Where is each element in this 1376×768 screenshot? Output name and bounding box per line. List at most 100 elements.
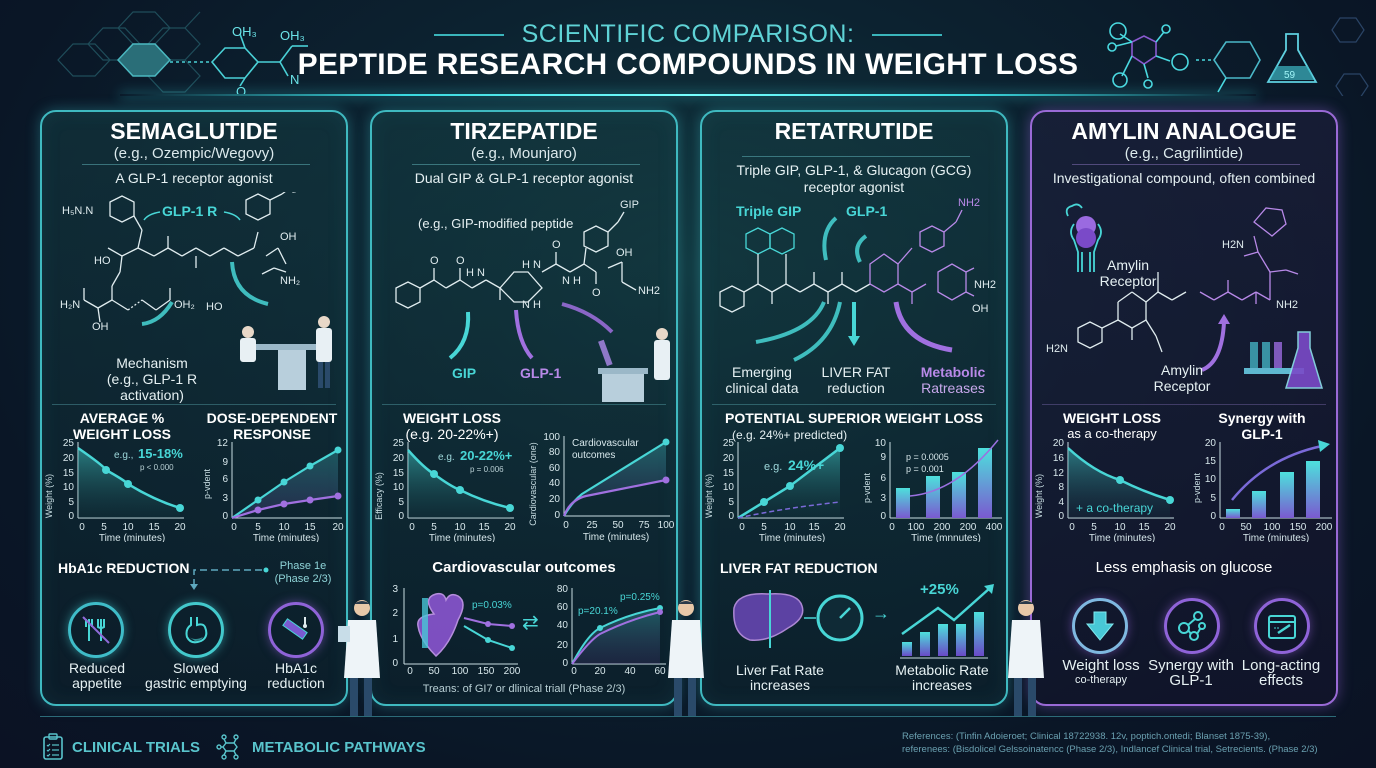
svg-text:200: 200 (504, 666, 521, 674)
svg-text:Cardiovascular (one): Cardiovascular (one) (528, 442, 538, 526)
svg-text:80: 80 (549, 447, 561, 458)
svg-text:Receptor: Receptor (1100, 273, 1157, 289)
svg-text:25: 25 (586, 520, 598, 531)
svg-text:10: 10 (393, 482, 405, 493)
svg-text:15: 15 (63, 468, 75, 479)
metabolic-bar-chart-icon (900, 584, 994, 659)
svg-text:60: 60 (549, 463, 561, 474)
svg-text:25: 25 (393, 438, 405, 449)
svg-text:Time (minutes): Time (minutes) (429, 533, 495, 542)
svg-text:0: 0 (79, 522, 85, 533)
svg-text:50: 50 (1240, 522, 1252, 533)
chart-tirz-cv-heart: 3 2 1 0 p=0.03% 0 50 100 150 200 (392, 584, 521, 674)
section-title-liver-fat: LIVER FAT REDUCTION (720, 560, 878, 576)
header-subtitle: SCIENTIFIC COMPARISON: (0, 20, 1376, 49)
outcome-emerging-data: Emerging clinical data (725, 364, 799, 396)
svg-text:20: 20 (393, 453, 405, 464)
svg-text:80: 80 (557, 584, 569, 595)
amylin-receptor-label-bottom: Amylin Receptor (1153, 362, 1211, 394)
down-arrow-icon (1072, 598, 1128, 654)
svg-text:0: 0 (562, 658, 568, 669)
svg-text:150: 150 (478, 666, 495, 674)
footer-label: METABOLIC PATHWAYS (252, 738, 426, 756)
section-title-hba1c: HbA1c REDUCTION (58, 560, 190, 576)
section-title-less-glucose: Less emphasis on glucose (1095, 559, 1273, 576)
svg-text:NH₂: NH₂ (276, 192, 296, 195)
svg-text:0: 0 (409, 522, 415, 533)
svg-text:59: 59 (1284, 70, 1296, 81)
svg-text:0: 0 (889, 522, 895, 533)
liver-fat-caption: Liver Fat Rate increases (736, 662, 824, 693)
scientist-figure-center (668, 600, 704, 716)
svg-text:20: 20 (834, 522, 846, 533)
svg-text:5: 5 (728, 497, 734, 508)
svg-text:200: 200 (960, 522, 977, 533)
svg-text:O: O (456, 255, 465, 267)
svg-text:25: 25 (63, 438, 75, 449)
svg-text:4: 4 (1058, 497, 1064, 508)
svg-text:20: 20 (1164, 522, 1176, 533)
exchange-arrows-icon: ⇄ (522, 612, 539, 634)
footer-clinical-trials: CLINICAL TRIALS (42, 733, 200, 761)
molecule-note: (e.g., GIP-modified peptide (418, 216, 573, 231)
svg-text:2: 2 (392, 608, 398, 619)
svg-text:GIP: GIP (620, 199, 639, 211)
calendar-icon (1254, 598, 1310, 654)
triple-gip-label: Triple GIP (736, 203, 801, 219)
svg-text:100: 100 (908, 522, 925, 533)
svg-text:0: 0 (1069, 522, 1075, 533)
svg-text:Weight (%): Weight (%) (44, 474, 54, 518)
svg-text:H2N: H2N (1222, 239, 1244, 251)
svg-text:20-22%+: 20-22%+ (460, 448, 513, 463)
icon-caption-synergy: Synergy with GLP-1 (1148, 657, 1234, 689)
svg-text:20: 20 (332, 522, 344, 533)
svg-text:50: 50 (428, 666, 440, 674)
svg-text:24%+: 24%+ (788, 457, 824, 473)
svg-text:NH2: NH2 (1276, 299, 1298, 311)
svg-text:10: 10 (278, 522, 290, 533)
separator (412, 164, 640, 165)
svg-text:N H: N H (562, 275, 581, 287)
svg-text:1: 1 (392, 634, 398, 645)
outcome-metabolic: Metabolic Ratreases (920, 364, 986, 396)
compound-example: (e.g., Mounjaro) (471, 145, 577, 162)
svg-text:p=0.25%: p=0.25% (620, 592, 660, 603)
icon-caption-long-acting: Long-acting effects (1241, 657, 1321, 689)
icon-caption-reduced-appetite: Reduced appetite (68, 660, 126, 691)
chart-sema-weight-loss: Weight (%) 25 20 15 10 5 0 e.g., 15-18% p < 0… (44, 438, 186, 542)
svg-text:400: 400 (986, 522, 1003, 533)
svg-text:0: 0 (563, 520, 569, 531)
page-title: PEPTIDE RESEARCH COMPOUNDS IN WEIGHT LOS… (297, 48, 1079, 81)
outcome-liver-fat: LIVER FAT reduction (821, 364, 891, 396)
svg-text:3: 3 (392, 584, 398, 595)
svg-text:20: 20 (549, 494, 561, 505)
metabolic-percent: +25% (920, 581, 959, 598)
panel-tirzepatide: TIRZEPATIDE (e.g., Mounjaro) Dual GIP & … (370, 110, 678, 706)
molecule-structure-retatrutide: Triple GIP GLP-1 NH2 NH2 OH (719, 197, 996, 362)
amylin-receptor-label-top: Amylin (1107, 257, 1149, 273)
svg-text:0: 0 (398, 511, 404, 522)
footer-label: CLINICAL TRIALS (72, 738, 201, 756)
svg-text:HO: HO (206, 301, 223, 313)
icon-caption-hba1c-reduction: HbA1c reduction (267, 660, 325, 691)
chart-title-superior-weight-loss: POTENTIAL SUPERIOR WEIGHT LOSS (725, 410, 983, 426)
svg-text:25: 25 (723, 438, 735, 449)
separator (742, 156, 970, 157)
icon-caption-weight-loss: Weight loss co-therapy (1062, 657, 1140, 686)
svg-text:0: 0 (739, 522, 745, 533)
svg-text:75: 75 (638, 520, 650, 531)
connector-arrow (190, 567, 269, 590)
footer-divider (40, 716, 1336, 717)
svg-text:0: 0 (728, 511, 734, 522)
compound-description: Investigational compound, often combined (1052, 170, 1316, 186)
svg-text:0: 0 (222, 511, 228, 522)
molecule-structure-semaglutide: H₅N.N GLP-1 R NH₂ OH HO NH₂ H₂N OH₂ OH H… (60, 192, 332, 390)
mechanism-label: Mechanism (e.g., GLP-1 R activation) (106, 355, 198, 403)
panel-amylin-analogue: AMYLIN ANALOGUE (e.g., Cagrilintide) Inv… (1030, 110, 1338, 706)
no-food-icon (68, 602, 124, 658)
svg-text:5: 5 (1091, 522, 1097, 533)
chart-tirz-cv-trend: 80 60 40 20 0 p=20.1% p=0.25% 0 20 40 60 (557, 584, 666, 674)
cardiovascular-caption: Treans: of GI7 or dlinical triall (Phase… (422, 683, 626, 695)
svg-text:N H: N H (522, 299, 541, 311)
